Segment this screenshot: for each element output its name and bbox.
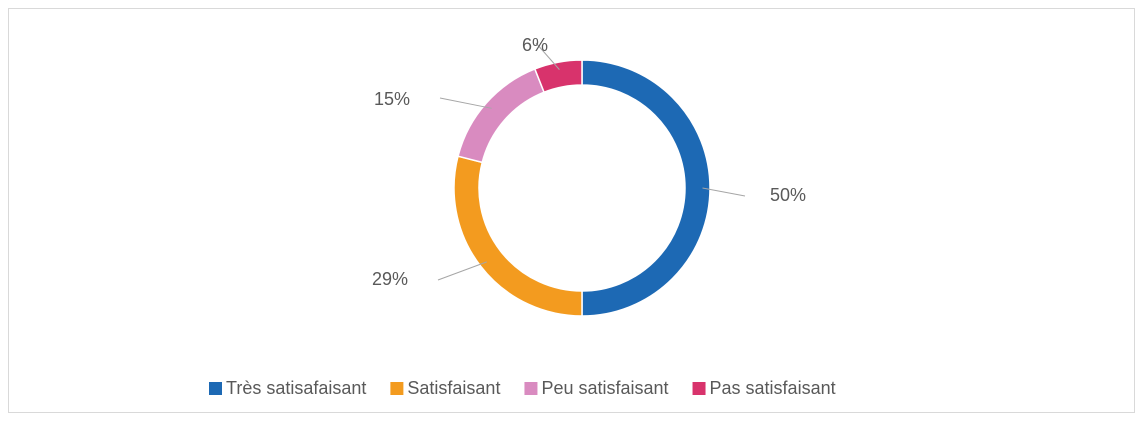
leader-line [535, 42, 560, 70]
legend-label: Satisfaisant [407, 378, 500, 398]
legend-label: Pas satisfaisant [710, 378, 836, 398]
leader-line [702, 187, 746, 197]
legend-label: Peu satisfaisant [541, 378, 668, 398]
legend-label: Très satisafaisant [226, 378, 366, 398]
data-label: 29% [372, 269, 408, 289]
legend-swatch [209, 382, 222, 395]
data-label: 6% [522, 35, 548, 55]
legend-swatch [524, 382, 538, 395]
leader-line [439, 97, 492, 109]
donut-segment [533, 59, 583, 94]
data-label: 15% [374, 89, 410, 109]
leader-line [437, 261, 487, 281]
legend-swatch [692, 382, 706, 395]
data-label: 50% [770, 185, 806, 205]
legend-swatch [390, 382, 404, 395]
